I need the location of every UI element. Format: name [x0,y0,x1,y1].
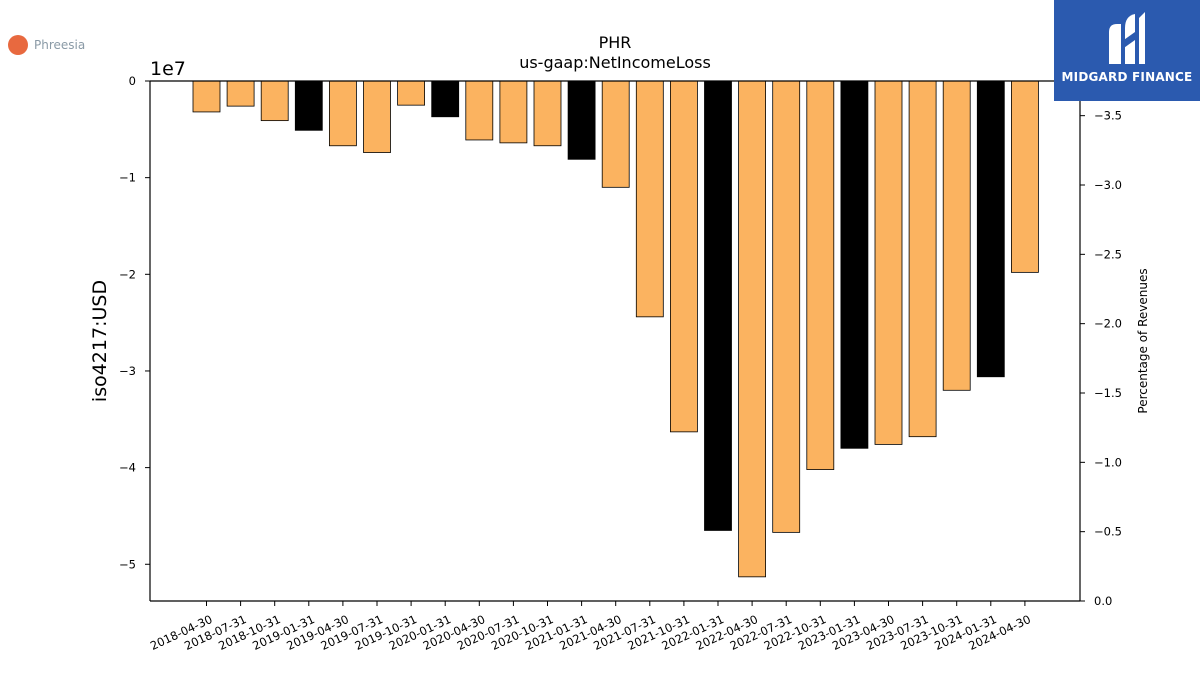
y2-tick-label: −3.0 [1094,178,1122,192]
bar-2022-04-30 [738,80,766,578]
bar-2019-01-31 [294,80,323,131]
bar-2020-07-31 [499,80,528,144]
chart-subtitle: us-gaap:NetIncomeLoss [519,53,711,72]
company-logo-icon [8,35,28,55]
y-tick-label: −2 [119,267,136,281]
bar-2023-10-31 [942,80,971,391]
bar-2020-01-31 [431,80,460,118]
y-axis-ticks: 0 −1 −2 −3 −4 −5 [119,74,150,571]
bar-2022-01-31 [704,80,732,531]
y2-tick-label: 0.0 [1094,594,1112,608]
y-tick-label: −5 [119,557,136,571]
company-logo-text: Phreesia [34,38,86,52]
y-tick-label: −4 [119,461,136,475]
y-axis-label: iso4217:USD [89,280,111,402]
y2-axis-label: Percentage of Revenues [1136,268,1150,413]
bar-2018-04-30 [192,80,221,113]
y2-axis-ticks: 0.0 −0.5 −1.0 −1.5 −2.0 −2.5 −3.0 −3.5 [1080,109,1122,608]
bar-2020-04-30 [465,80,494,141]
bar-2023-07-31 [908,80,937,438]
bar-2021-01-31 [567,80,596,160]
bar-2018-10-31 [260,80,289,122]
y-tick-label: −1 [119,171,136,185]
bar-2019-10-31 [397,80,426,106]
bar-2022-07-31 [772,80,801,533]
y2-tick-label: −1.0 [1094,455,1122,469]
chart-title: PHR [599,33,632,52]
y2-tick-label: −1.5 [1094,386,1122,400]
bar-2024-04-30 [1011,80,1039,273]
y-tick-label: 0 [129,74,136,88]
y2-tick-label: −0.5 [1094,525,1122,539]
bar-2018-07-31 [226,80,255,107]
bar-2021-04-30 [601,80,630,188]
publisher-logo: MIDGARD FINANCE [1054,0,1200,101]
bar-2021-10-31 [670,80,698,433]
bar-2021-07-31 [635,80,664,318]
x-axis-ticks: 2018-04-302018-07-312018-10-312019-01-31… [148,601,1033,653]
publisher-logo-icon [1109,12,1145,64]
company-logo: Phreesia [8,35,85,55]
bar-series [192,80,1039,578]
bar-2019-07-31 [363,80,391,153]
bar-2022-10-31 [806,80,835,470]
bar-2024-01-31 [976,80,1005,378]
publisher-logo-text: MIDGARD FINANCE [1061,70,1193,84]
y2-tick-label: −2.5 [1094,247,1122,261]
bar-2023-04-30 [874,80,903,445]
bar-2023-01-31 [840,80,869,449]
bar-2019-04-30 [328,80,357,147]
bar-2020-10-31 [533,80,562,147]
y2-tick-label: −2.0 [1094,317,1122,331]
y2-tick-label: −3.5 [1094,109,1122,123]
y-axis-offset-text: 1e7 [150,58,186,80]
y-tick-label: −3 [119,364,136,378]
